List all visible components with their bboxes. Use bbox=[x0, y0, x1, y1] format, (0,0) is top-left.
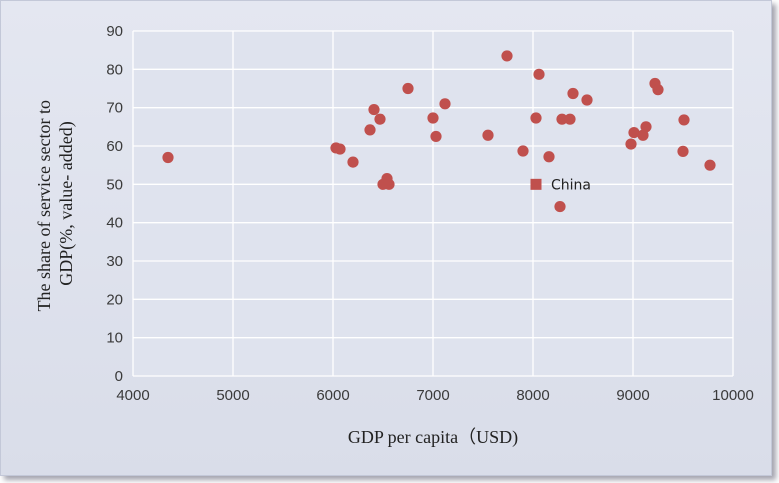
y-axis-title-line-1: The share of service sector to bbox=[34, 100, 54, 311]
data-point-4 bbox=[364, 124, 376, 136]
data-point-18 bbox=[533, 68, 545, 80]
x-tick-8000: 8000 bbox=[516, 387, 549, 404]
y-tick-60: 60 bbox=[106, 138, 123, 155]
data-point-9 bbox=[383, 178, 395, 190]
china-marker bbox=[530, 178, 542, 190]
data-point-11 bbox=[427, 112, 439, 124]
data-point-2 bbox=[334, 143, 346, 155]
highlight-group: China bbox=[530, 177, 591, 193]
data-point-28 bbox=[640, 121, 652, 133]
y-axis-title-line-2: GDP(%, value- added) bbox=[56, 121, 77, 285]
data-point-20 bbox=[554, 200, 566, 213]
x-tick-5000: 5000 bbox=[216, 387, 249, 404]
data-point-10 bbox=[402, 82, 414, 95]
data-point-23 bbox=[567, 87, 579, 100]
x-tick-7000: 7000 bbox=[416, 387, 449, 404]
x-axis-title: GDP per capita（USD) bbox=[348, 427, 518, 448]
data-point-15 bbox=[501, 50, 513, 62]
x-tick-9000: 9000 bbox=[616, 387, 649, 404]
data-point-27 bbox=[637, 129, 649, 141]
data-point-0 bbox=[162, 151, 174, 164]
y-tick-0: 0 bbox=[115, 368, 123, 385]
y-tick-50: 50 bbox=[106, 176, 123, 193]
data-point-19 bbox=[543, 151, 555, 163]
data-point-32 bbox=[678, 114, 690, 126]
data-point-3 bbox=[347, 156, 359, 168]
x-tick-labels: 4000 5000 6000 7000 8000 9000 10000 bbox=[116, 387, 754, 404]
y-tick-80: 80 bbox=[106, 61, 123, 78]
data-point-6 bbox=[374, 113, 386, 125]
y-tick-70: 70 bbox=[106, 100, 123, 117]
data-point-25 bbox=[625, 138, 637, 150]
data-points bbox=[162, 50, 716, 213]
y-tick-labels: 0 10 20 30 40 50 60 70 80 90 bbox=[106, 23, 123, 385]
data-point-17 bbox=[530, 112, 542, 124]
x-tick-10000: 10000 bbox=[712, 387, 754, 404]
data-point-26 bbox=[628, 126, 640, 139]
y-tick-40: 40 bbox=[106, 215, 123, 232]
data-point-22 bbox=[564, 113, 576, 125]
data-point-21 bbox=[556, 113, 568, 125]
data-point-33 bbox=[704, 159, 716, 171]
x-tick-6000: 6000 bbox=[316, 387, 349, 404]
y-tick-20: 20 bbox=[106, 291, 123, 308]
y-tick-90: 90 bbox=[106, 23, 123, 40]
data-point-5 bbox=[368, 103, 380, 116]
y-tick-30: 30 bbox=[106, 253, 123, 270]
data-point-13 bbox=[439, 98, 451, 110]
y-axis-title: The share of service sector to GDP(%, va… bbox=[34, 96, 77, 312]
data-point-14 bbox=[482, 129, 494, 141]
data-point-12 bbox=[430, 130, 442, 143]
y-tick-10: 10 bbox=[106, 330, 123, 347]
data-point-30 bbox=[652, 84, 664, 96]
data-point-31 bbox=[677, 145, 689, 157]
data-point-16 bbox=[517, 145, 529, 157]
gridlines bbox=[132, 30, 734, 377]
x-tick-4000: 4000 bbox=[116, 387, 149, 404]
china-label: China bbox=[551, 177, 591, 193]
data-point-24 bbox=[581, 94, 593, 106]
